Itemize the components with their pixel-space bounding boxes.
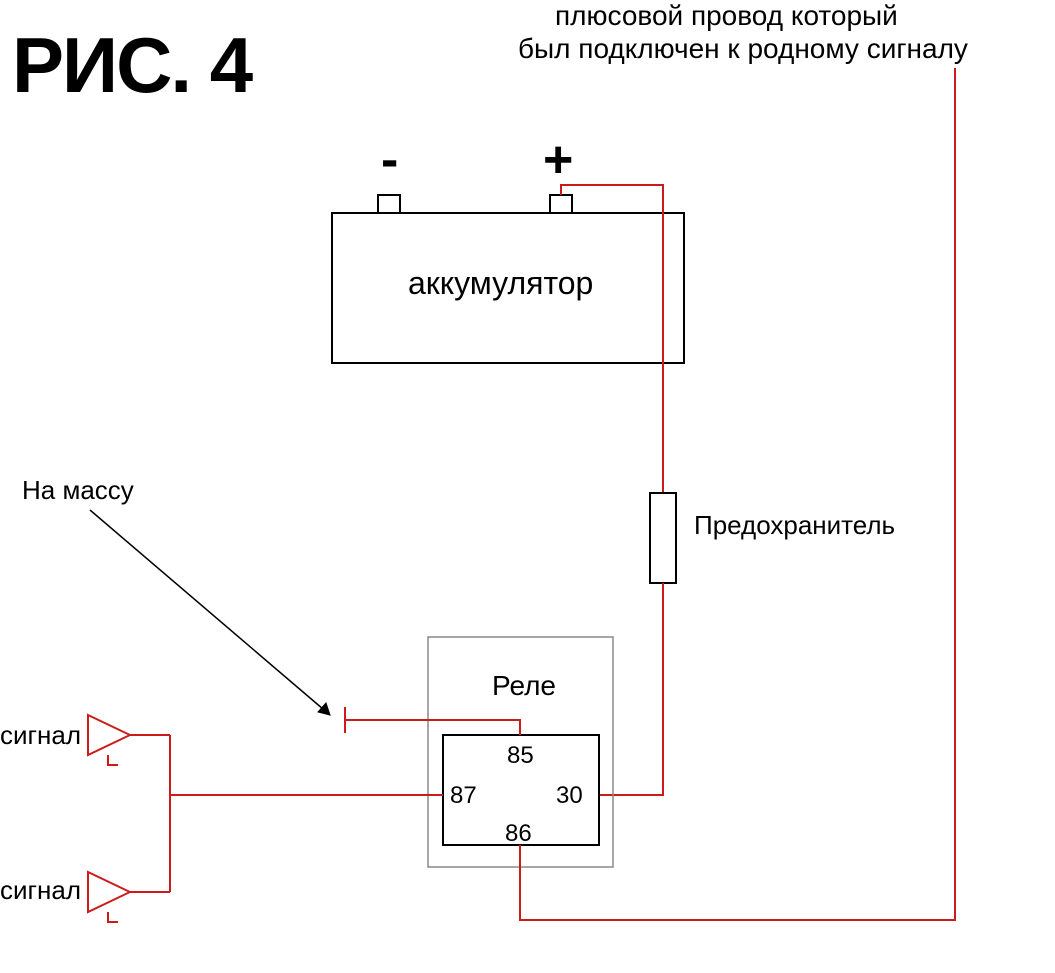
wire-relay85-to-ground — [345, 720, 520, 735]
battery-terminal-plus — [550, 195, 572, 213]
wire-plus-to-fuse — [561, 185, 663, 493]
relay-inner-box — [443, 735, 599, 845]
signal-horn-1-base — [108, 755, 118, 765]
signal-horn-2-icon — [88, 872, 130, 912]
diagram-svg — [0, 0, 1055, 973]
signal-horn-1-icon — [88, 715, 130, 755]
relay-outer-box — [428, 637, 613, 867]
ground-arrow-line — [90, 510, 330, 715]
battery-terminal-minus — [378, 195, 400, 213]
battery-box — [332, 213, 684, 363]
fuse-box — [650, 493, 676, 583]
wire-relay86-to-signalwire — [520, 68, 955, 920]
ground-arrow-head — [318, 703, 330, 715]
wire-fuse-to-relay30 — [599, 583, 663, 795]
signal-horn-2-base — [108, 912, 118, 922]
